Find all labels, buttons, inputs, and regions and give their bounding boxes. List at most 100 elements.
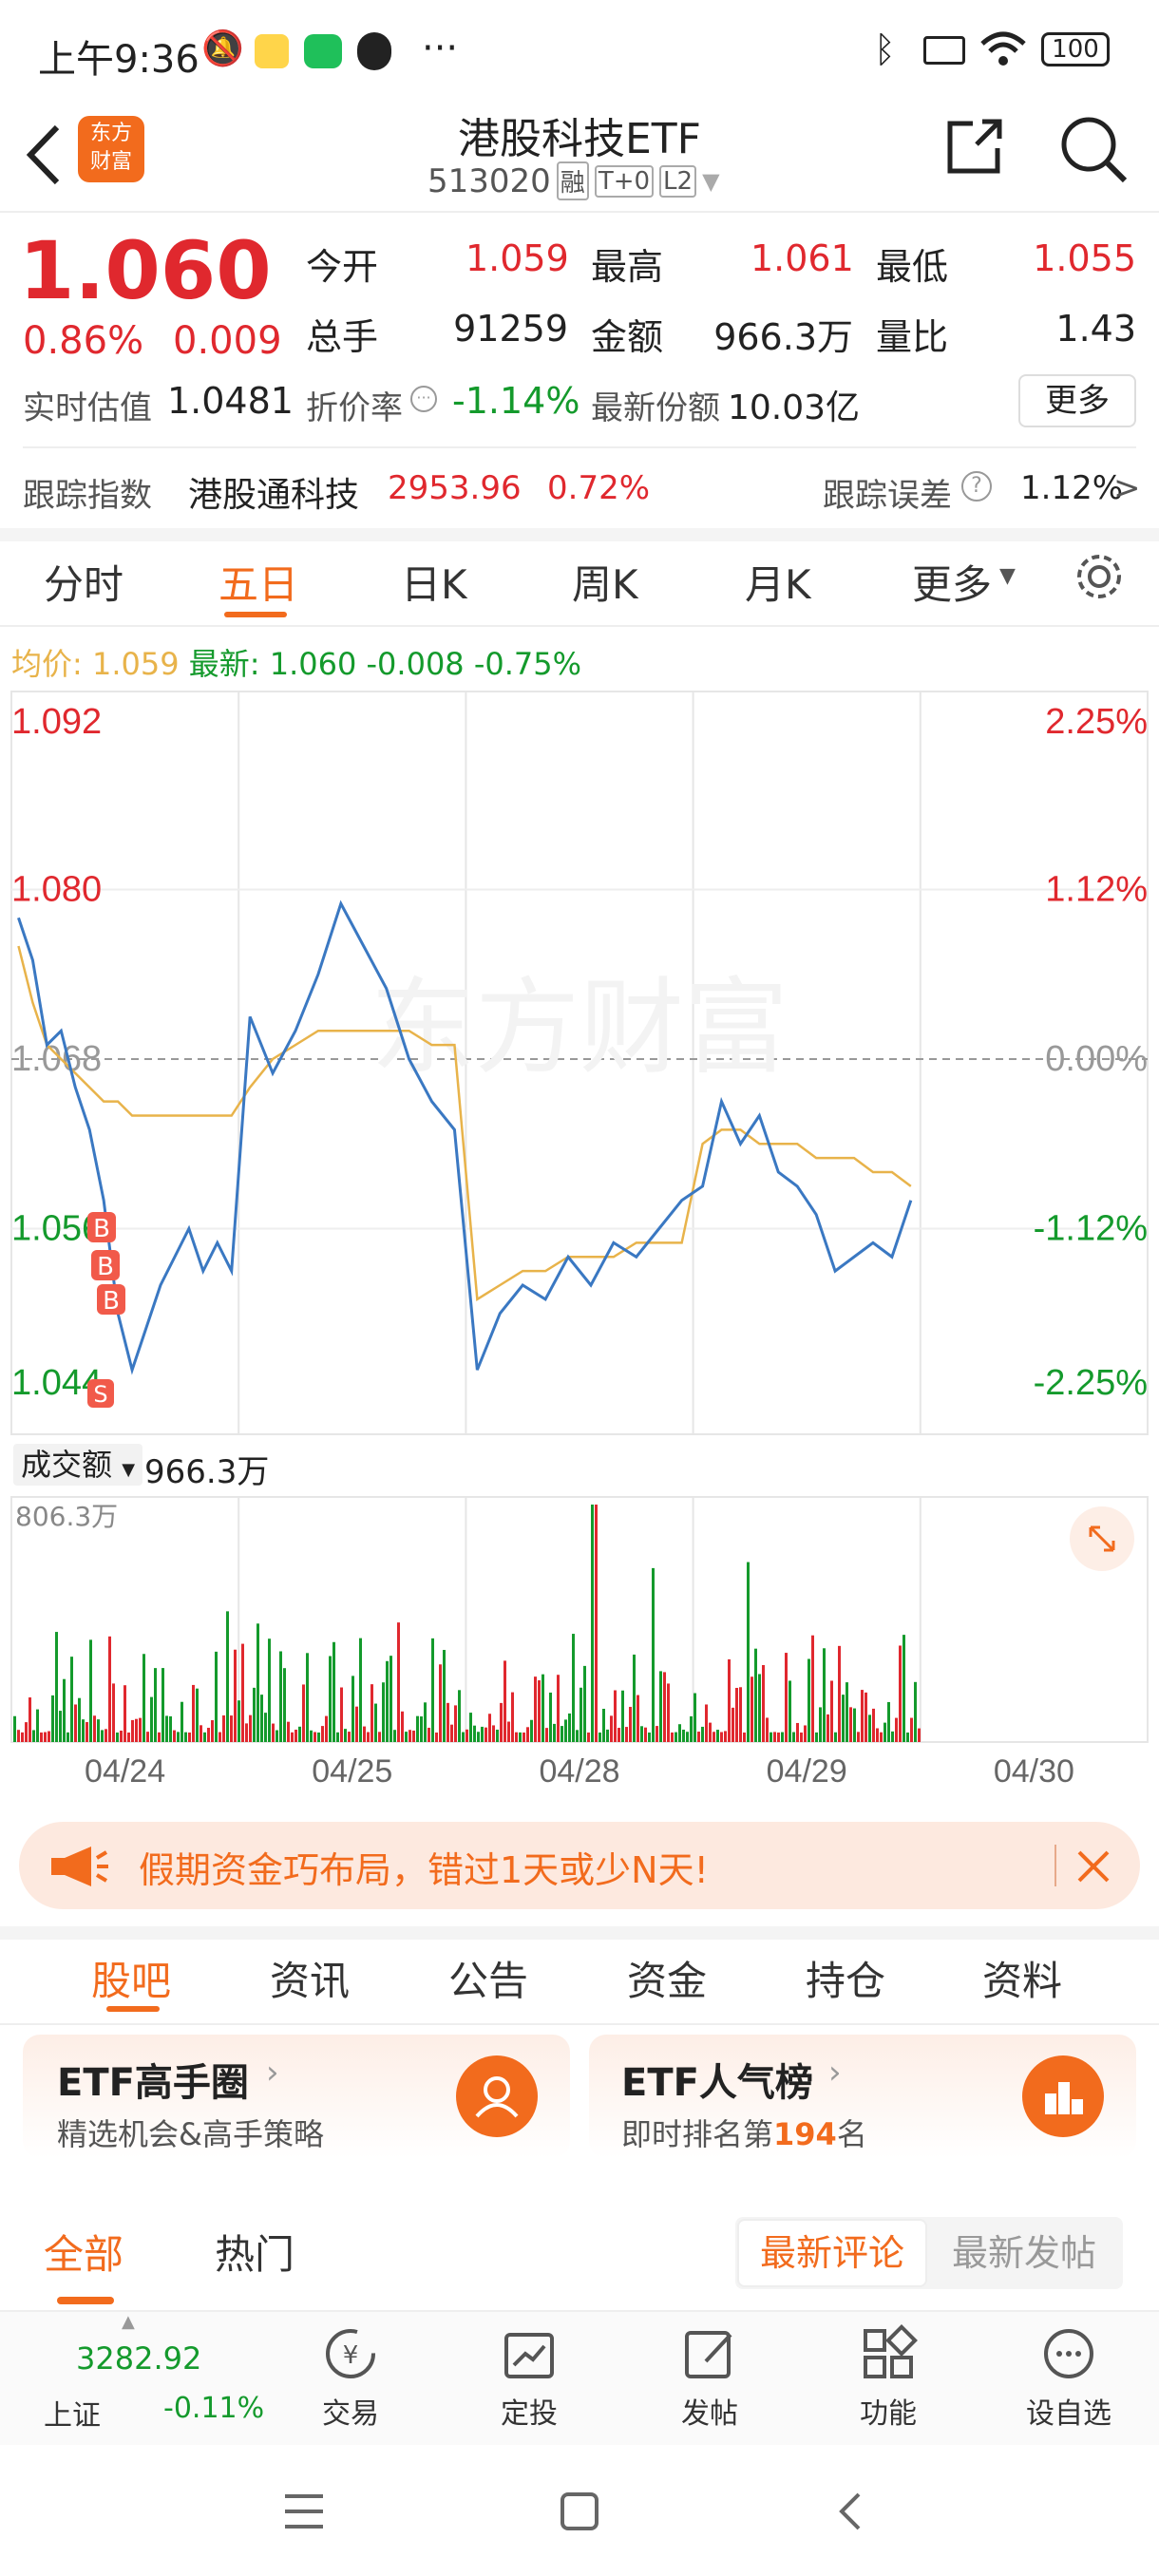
expand-button[interactable] [1070, 1506, 1134, 1571]
buy-marker[interactable]: B [87, 1212, 116, 1243]
tab-intraday[interactable]: 分时 [44, 561, 124, 608]
volume-bar [587, 1732, 590, 1742]
tag-t0: T+0 [594, 164, 655, 198]
feed-tab-all[interactable]: 全部 [44, 2231, 124, 2278]
search-icon[interactable] [1058, 114, 1129, 184]
volume-bar [583, 1665, 586, 1742]
tab-monthly-k[interactable]: 月K [745, 561, 811, 608]
volume-bar [59, 1711, 62, 1742]
nav-trade[interactable]: ¥ 交易 [289, 2323, 412, 2432]
volume-bar [424, 1702, 427, 1742]
volume-bar [899, 1645, 902, 1742]
volume-bar [222, 1714, 225, 1742]
volume-bar [412, 1730, 415, 1742]
close-icon[interactable] [1074, 1847, 1113, 1886]
nav-post[interactable]: 发帖 [648, 2323, 771, 2432]
home-icon[interactable] [559, 2491, 600, 2532]
volume-chart[interactable]: 806.3万 04/24 04/25 04/28 04/29 04/30 [0, 1491, 1159, 1795]
back-nav-icon[interactable] [836, 2491, 864, 2532]
volume-bar [762, 1664, 765, 1742]
wifi-icon [980, 31, 1026, 66]
volume-bar [720, 1732, 723, 1742]
volume-bar [276, 1730, 278, 1742]
sort-latest-comment[interactable]: 最新评论 [737, 2219, 927, 2287]
volume-bar [507, 1721, 510, 1742]
index-value[interactable]: 3282.92 [76, 2340, 202, 2377]
nav-trade-label: 交易 [322, 2397, 379, 2431]
bottom-nav: ▲ 3282.92 上证 -0.11% ¥ 交易 定投 发帖 功能 设自选 [0, 2310, 1159, 2445]
price-chart[interactable]: 1.092 2.25% 1.080 1.12% 1.068 0.00% 1.056 -1.12… [0, 684, 1159, 1444]
latest-pct: -0.75% [473, 646, 582, 682]
volume-bar [359, 1638, 362, 1742]
more-button[interactable]: 更多 [1018, 374, 1136, 427]
info-icon[interactable]: ··· [410, 386, 437, 412]
volume-bar [636, 1695, 639, 1742]
index-pct[interactable]: -0.11% [163, 2392, 265, 2425]
back-icon[interactable] [21, 122, 63, 188]
volume-bar [522, 1733, 525, 1742]
volume-bar [374, 1703, 377, 1742]
tab-forum[interactable]: 股吧 [91, 1958, 172, 2004]
nav-functions[interactable]: 功能 [826, 2323, 950, 2432]
volume-bar [40, 1732, 43, 1742]
tab-daily-k[interactable]: 日K [401, 561, 467, 608]
avg-price-line [17, 945, 912, 1302]
volume-bar [329, 1656, 332, 1742]
volume-bar [568, 1713, 571, 1742]
buy-marker[interactable]: B [91, 1250, 120, 1281]
menu-icon[interactable] [283, 2492, 325, 2530]
x-tick-date: 04/29 [767, 1753, 847, 1790]
volume-bar [815, 1732, 818, 1742]
chevron-down-icon[interactable]: ▼ [702, 167, 720, 195]
help-icon[interactable]: ? [961, 471, 992, 502]
volume-bar [89, 1639, 92, 1742]
status-time: 上午9:36 [38, 38, 200, 82]
volume-bar [800, 1733, 803, 1742]
volume-bar [291, 1732, 294, 1742]
nav-add-watchlist[interactable]: 设自选 [1007, 2323, 1130, 2432]
nav-fixed-invest[interactable]: 定投 [467, 2323, 591, 2432]
tab-weekly-k[interactable]: 周K [572, 561, 638, 608]
volume-bar [173, 1730, 176, 1742]
estimate-value: 1.0481 [167, 380, 294, 422]
volume-bar [705, 1704, 708, 1742]
volume-bar [287, 1721, 290, 1742]
volume-bar [431, 1638, 434, 1742]
volume-bar [196, 1688, 199, 1742]
card-etf-circle[interactable]: ETF高手圈 › 精选机会&高手策略 [23, 2035, 570, 2158]
tab-more[interactable]: 更多 [912, 561, 993, 608]
card-etf-ranking[interactable]: ETF人气榜 › 即时排名第194名 [589, 2035, 1136, 2158]
volume-bar [169, 1715, 172, 1742]
tab-news[interactable]: 资讯 [270, 1958, 351, 2004]
volume-selector[interactable]: 成交额 ▼ [13, 1444, 143, 1486]
feed-tab-hot[interactable]: 热门 [215, 2231, 295, 2278]
buy-marker[interactable]: B [97, 1284, 125, 1316]
tab-funds[interactable]: 资金 [627, 1958, 708, 2004]
tab-announcements[interactable]: 公告 [448, 1958, 529, 2004]
tab-profile[interactable]: 资料 [982, 1958, 1063, 2004]
sort-latest-post[interactable]: 最新发帖 [951, 2232, 1096, 2274]
chevron-right-icon[interactable]: > [1113, 469, 1141, 507]
gear-icon[interactable] [1074, 551, 1125, 602]
volume-bar [697, 1732, 700, 1742]
calendar-chart-icon [504, 2333, 554, 2378]
promo-banner[interactable]: 假期资金巧布局，错过1天或少N天! [19, 1822, 1140, 1909]
volume-bar [773, 1732, 776, 1742]
index-name[interactable]: 上证 [44, 2399, 101, 2433]
volume-bar [142, 1654, 145, 1742]
tracking-index-name[interactable]: 港股通科技 [188, 476, 360, 515]
low-label: 最低 [876, 246, 949, 288]
volume-bar [367, 1732, 370, 1742]
volume-bar [785, 1653, 788, 1742]
chevron-down-icon[interactable]: ▼ [999, 564, 1016, 588]
tab-holdings[interactable]: 持仓 [806, 1958, 886, 2004]
volume-bar [245, 1723, 248, 1742]
volume-bar [591, 1505, 594, 1742]
volume-bar [116, 1732, 119, 1742]
share-icon[interactable] [944, 116, 1005, 177]
volume-bar [557, 1675, 560, 1742]
volume-total: 966.3万 [144, 1453, 270, 1491]
tab-five-day[interactable]: 五日 [218, 561, 299, 608]
sell-marker[interactable]: S [87, 1379, 114, 1408]
volume-bar [484, 1727, 487, 1742]
